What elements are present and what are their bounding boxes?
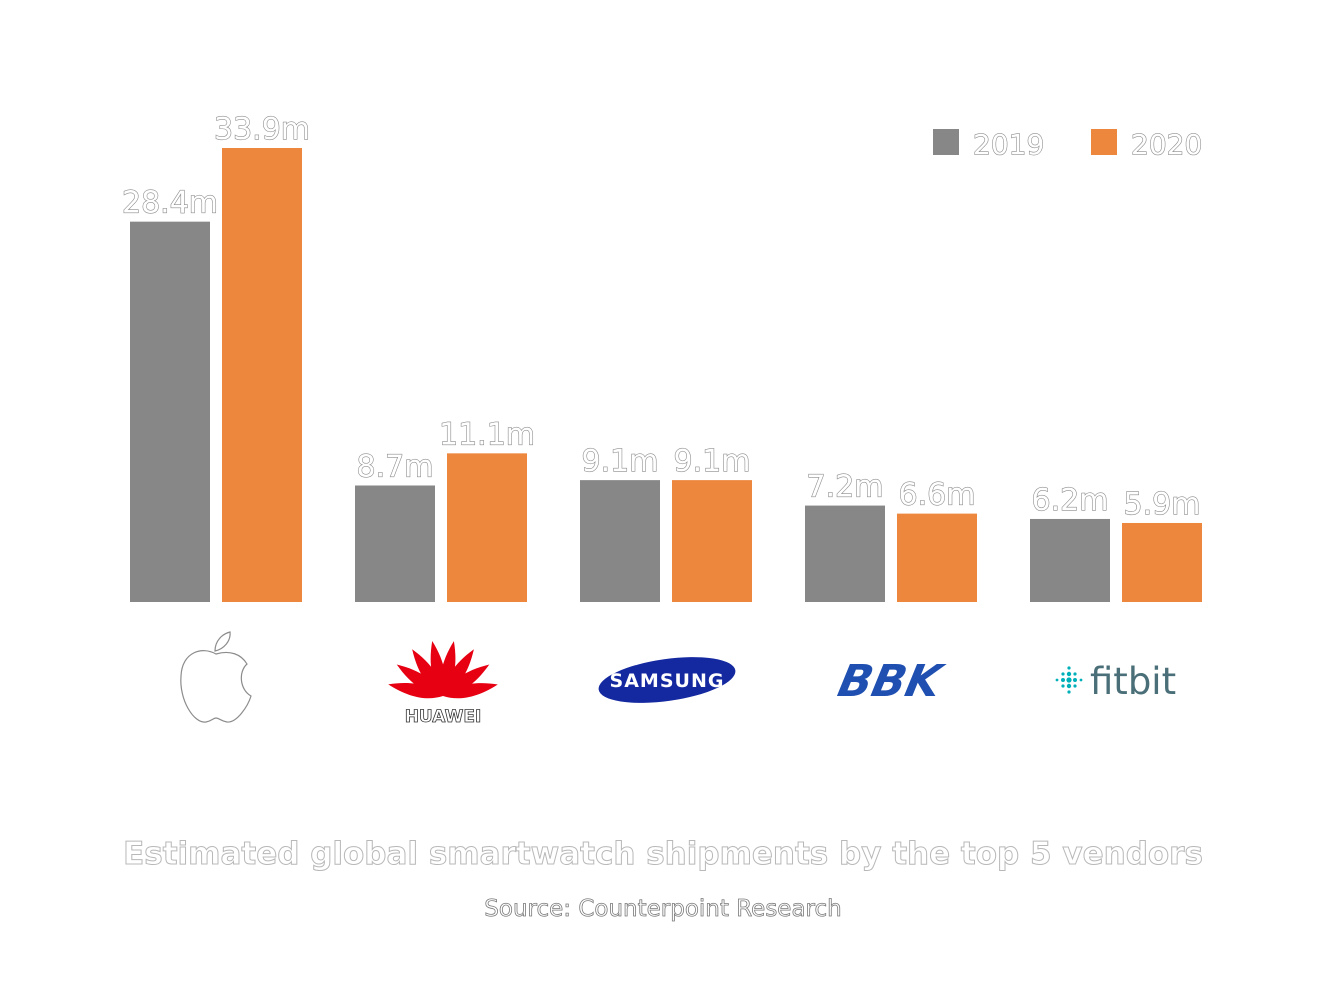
samsung-oval	[598, 657, 736, 703]
fitbit-dot	[1073, 672, 1077, 676]
fitbit-dot	[1061, 684, 1065, 688]
fitbit-dots-icon	[1055, 666, 1083, 694]
bar-fitbit-2020	[1122, 522, 1202, 602]
bar-huawei-2019	[355, 485, 435, 602]
huawei-petal	[440, 641, 456, 696]
chart-source: Source: Counterpoint Research	[484, 896, 842, 923]
value-label-apple-2020: 33.9m	[214, 112, 310, 147]
fitbit-dot	[1073, 678, 1077, 682]
fitbit-logo: fitbit	[1055, 660, 1176, 703]
bar-bbk-2020	[897, 513, 977, 602]
apple-logo	[180, 631, 252, 723]
value-label-fitbit-2020: 5.9m	[1124, 487, 1201, 522]
value-label-samsung-2019: 9.1m	[582, 444, 659, 479]
legend-swatch-2020	[1091, 129, 1117, 155]
huawei-petal	[443, 649, 474, 696]
value-label-apple-2019: 28.4m	[122, 186, 218, 221]
samsung-logo-text: SAMSUNG	[610, 670, 725, 692]
huawei-petal	[443, 683, 498, 699]
bars-group	[130, 148, 1202, 602]
fitbit-dot	[1055, 678, 1059, 682]
legend-label-2019: 2019	[973, 128, 1044, 161]
legend-label-2020: 2020	[1131, 128, 1202, 161]
legend-swatch-2019	[933, 129, 959, 155]
huawei-petal	[396, 664, 443, 696]
bar-samsung-2020	[672, 480, 752, 602]
bbk-logo-text: BBK	[834, 656, 949, 706]
fitbit-dot	[1066, 683, 1072, 689]
huawei-logo: HUAWEI	[388, 641, 498, 727]
fitbit-dot	[1061, 672, 1065, 676]
bbk-logo: BBK	[834, 656, 949, 706]
bar-apple-2019	[130, 221, 210, 602]
huawei-logo-text: HUAWEI	[405, 707, 482, 727]
fitbit-dot	[1067, 690, 1071, 694]
fitbit-dot	[1073, 684, 1077, 688]
huawei-petal	[388, 683, 443, 699]
huawei-petal	[443, 664, 490, 696]
value-label-bbk-2020: 6.6m	[899, 478, 976, 513]
bar-samsung-2019	[580, 480, 660, 602]
fitbit-logo-text: fitbit	[1090, 660, 1176, 703]
fitbit-dot	[1079, 678, 1083, 682]
value-label-samsung-2020: 9.1m	[674, 444, 751, 479]
fitbit-dot	[1067, 666, 1071, 670]
fitbit-dot	[1061, 678, 1065, 682]
value-label-bbk-2019: 7.2m	[807, 470, 884, 505]
value-label-huawei-2020: 11.1m	[439, 417, 535, 452]
chart-title: Estimated global smartwatch shipments by…	[123, 836, 1204, 873]
bar-huawei-2020	[447, 453, 527, 602]
bar-apple-2020	[222, 148, 302, 602]
value-label-fitbit-2019: 6.2m	[1032, 483, 1109, 518]
bar-fitbit-2019	[1030, 518, 1110, 602]
huawei-petal	[412, 649, 443, 696]
bar-bbk-2019	[805, 505, 885, 602]
fitbit-dot	[1066, 671, 1072, 677]
value-label-huawei-2019: 8.7m	[357, 449, 434, 484]
samsung-logo: SAMSUNG	[598, 657, 736, 703]
legend: 2019 2020	[933, 127, 1203, 162]
fitbit-dot	[1066, 677, 1072, 683]
